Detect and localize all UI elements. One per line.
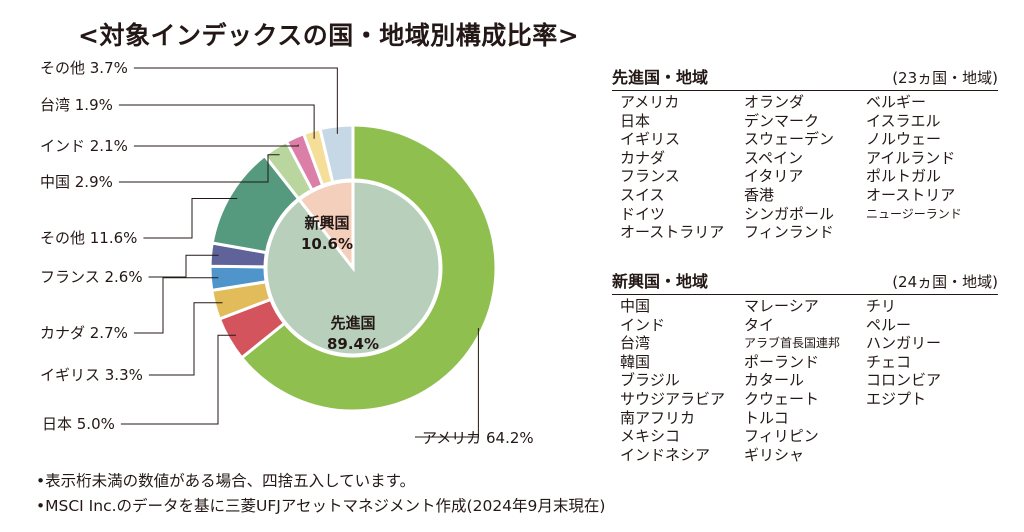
- callout-label: その他 11.6%: [40, 229, 137, 247]
- callout-label: 台湾 1.9%: [40, 96, 113, 114]
- inner-label-value: 10.6%: [301, 235, 353, 253]
- emerging-list-item: 中国: [620, 297, 651, 315]
- emerging-list-item: ハンガリー: [866, 334, 942, 353]
- emerging-list-item: ポーランド: [744, 352, 820, 371]
- developed-list-item: イギリス: [620, 130, 681, 149]
- emerging-list-item: エジプト: [866, 389, 927, 408]
- emerging-column-1: 中国 インド 台湾 韓国 ブラジル サウジアラビア 南アフリカ メキシコ インドネシア: [620, 297, 744, 464]
- leader-line: [133, 144, 299, 147]
- footnote-rounding: •表示桁未満の数値がある場合、四捨五入しています。: [36, 472, 416, 490]
- emerging-header: 新興国・地域 (24ヵ国・地域): [612, 268, 998, 295]
- developed-list-item: ベルギー: [866, 93, 927, 111]
- leader-line: [133, 67, 338, 134]
- emerging-panel: 新興国・地域 (24ヵ国・地域) 中国 インド 台湾 韓国 ブラジル サウジアラビア 南アフ…: [612, 268, 998, 464]
- chart-title: <対象インデックスの国・地域別構成比率>: [78, 21, 580, 50]
- emerging-column-2: マレーシア タイアラブ首長国連邦 ポーランド カタール クウェート トルコ フィリピン ギリシ…: [744, 297, 866, 464]
- callout-label: インド 2.1%: [40, 137, 128, 155]
- emerging-list-item: カタール: [744, 371, 805, 390]
- emerging-list-item: コロンビア: [866, 371, 942, 390]
- emerging-list-item: ギリシャ: [744, 445, 805, 464]
- callout-label: 中国 2.9%: [40, 173, 113, 191]
- emerging-list-item: タイ: [744, 315, 775, 334]
- developed-column-3: ベルギー イスラエル ノルウェー アイルランド ポルトガル オーストリアニュージーランド: [866, 93, 962, 242]
- emerging-list-item: ペルー: [866, 315, 912, 334]
- developed-list-item: シンガポール: [744, 204, 835, 223]
- emerging-list-item: チリ: [866, 297, 897, 315]
- footnote-source: •MSCI Inc.のデータを基に三菱UFJアセットマネジメント作成(2024年…: [36, 497, 606, 515]
- emerging-list-item: アラブ首長国連邦: [744, 336, 841, 351]
- developed-list-item: ニュージーランド: [866, 206, 962, 221]
- emerging-list-item: インドネシア: [620, 445, 711, 464]
- inner-label-name: 新興国: [304, 214, 349, 232]
- developed-column-2: オランダ デンマーク スウェーデン スペイン イタリア 香港 シンガポール フィンランド: [744, 93, 866, 242]
- developed-list-item: アイルランド: [866, 148, 956, 167]
- developed-header: 先進国・地域 (23ヵ国・地域): [612, 64, 998, 91]
- footnotes: •表示桁未満の数値がある場合、四捨五入しています。 •MSCI Inc.のデータ…: [36, 469, 605, 519]
- emerging-list-item: 南アフリカ: [620, 408, 696, 427]
- inner-slice: [297, 179, 355, 273]
- emerging-list-item: インド: [620, 315, 666, 334]
- emerging-list-item: トルコ: [744, 408, 789, 427]
- emerging-list-item: クウェート: [744, 389, 820, 408]
- developed-list-item: 日本: [620, 111, 651, 130]
- developed-list-item: アメリカ: [620, 93, 680, 111]
- leader-line: [143, 198, 238, 239]
- developed-panel: 先進国・地域 (23ヵ国・地域) アメリカ 日本 イギリス カナダ フランス スイス ドイツ…: [612, 64, 998, 242]
- emerging-list-item: ブラジル: [620, 371, 680, 390]
- donut-chart: 先進国 89.4% 新興国 10.6% アメリカ 64.2% 日本 5.0% イギリス 3.…: [40, 59, 534, 447]
- developed-list-item: オランダ: [744, 93, 805, 111]
- developed-count: (23ヵ国・地域): [892, 69, 998, 87]
- developed-list-item: カナダ: [620, 148, 666, 167]
- leader-line: [133, 277, 219, 334]
- leader-line: [118, 104, 315, 139]
- emerging-list-item: 韓国: [620, 352, 651, 371]
- leader-line: [148, 302, 223, 376]
- developed-list-item: ポルトガル: [866, 167, 942, 186]
- callout-label: カナダ 2.7%: [40, 324, 128, 342]
- inner-label-value: 89.4%: [327, 335, 379, 353]
- developed-list-item: ドイツ: [620, 204, 666, 223]
- leader-line: [148, 254, 219, 278]
- developed-list-item: スウェーデン: [744, 130, 835, 149]
- leader-line: [118, 154, 280, 183]
- developed-list-item: デンマーク: [744, 111, 820, 130]
- emerging-column-3: チリ ペルー ハンガリー チェコ コロンビア エジプト: [866, 297, 941, 464]
- developed-list-item: オーストリア: [866, 185, 956, 204]
- developed-column-1: アメリカ 日本 イギリス カナダ フランス スイス ドイツ オーストラリア: [620, 93, 744, 242]
- developed-list-item: オーストラリア: [620, 223, 725, 242]
- developed-list-item: スイス: [620, 185, 665, 204]
- developed-list-item: フランス: [620, 167, 680, 186]
- developed-list-item: スペイン: [744, 148, 803, 167]
- callout-label: 日本 5.0%: [42, 415, 115, 433]
- emerging-list-item: メキシコ: [620, 427, 681, 446]
- developed-list-item: 香港: [744, 185, 775, 204]
- callout-label: アメリカ 64.2%: [422, 429, 534, 447]
- leader-line: [120, 334, 236, 425]
- emerging-list-item: サウジアラビア: [620, 389, 726, 408]
- emerging-list-item: フィリピン: [744, 427, 819, 446]
- emerging-list-item: 台湾: [620, 334, 651, 353]
- callout-label: フランス 2.6%: [40, 268, 143, 286]
- callout-label: その他 3.7%: [40, 59, 128, 77]
- developed-list-item: イスラエル: [866, 111, 941, 130]
- developed-list-item: ノルウェー: [866, 130, 942, 149]
- emerging-list-item: マレーシア: [744, 297, 819, 315]
- callout-label: イギリス 3.3%: [40, 366, 143, 384]
- developed-heading: 先進国・地域: [612, 68, 709, 87]
- inner-label-name: 先進国: [330, 314, 375, 332]
- developed-list-item: イタリア: [744, 167, 804, 186]
- emerging-heading: 新興国・地域: [612, 272, 709, 291]
- leader-line: [415, 327, 479, 438]
- emerging-count: (24ヵ国・地域): [892, 273, 998, 291]
- developed-list-item: フィンランド: [744, 223, 834, 242]
- emerging-list-item: チェコ: [866, 352, 912, 371]
